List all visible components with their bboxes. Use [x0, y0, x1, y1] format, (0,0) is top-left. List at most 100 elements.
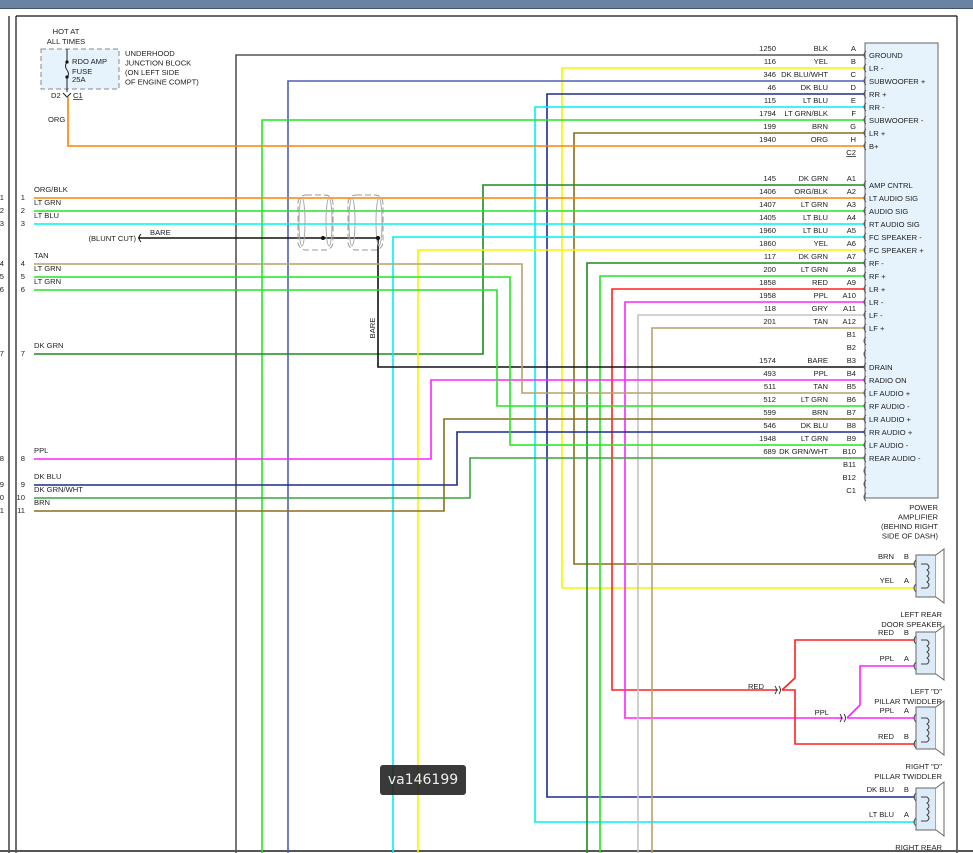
pin-circuit-number: 599: [763, 408, 776, 417]
speaker-pin-socket-icon: [913, 739, 917, 749]
pin-circuit-number: 1406: [759, 187, 776, 196]
wire-ltblu: [392, 236, 865, 853]
pin-function-label: LR -: [869, 64, 884, 73]
pin-wire-color: LT GRN: [801, 265, 828, 274]
pin-circuit-number: 1574: [759, 356, 776, 365]
pin-function-label: GROUND: [869, 51, 903, 60]
pin-circuit-number: 200: [763, 265, 776, 274]
pin-function-label: AMP CNTRL: [869, 181, 913, 190]
wire-yel: [417, 249, 865, 853]
left-wire-color-label: LT BLU: [34, 211, 59, 220]
pin-circuit-number: 1958: [759, 291, 776, 300]
pin-id: C: [851, 70, 857, 79]
splice-ppl-label: PPL: [815, 708, 829, 717]
pin-socket-icon: [863, 271, 867, 281]
pin-wire-color: TAN: [813, 382, 828, 391]
pin-socket-icon: [863, 232, 867, 242]
shield-ellipse: [348, 197, 356, 247]
wire-red: [781, 639, 915, 691]
pin-id: B7: [847, 408, 856, 417]
fuse-rating: 25A: [72, 75, 86, 84]
pin-socket-icon: [863, 193, 867, 203]
pin-circuit-number: 1407: [759, 200, 776, 209]
pin-socket-icon: [863, 102, 867, 112]
pin-id: A8: [847, 265, 856, 274]
pin-id: B10: [842, 447, 856, 456]
left-pin-number: 9: [21, 480, 25, 489]
speaker-pin-id: A: [904, 654, 910, 663]
fuse-name: RDO AMP: [72, 57, 107, 66]
pin-id: B12: [842, 473, 856, 482]
wire-ltgrn: [34, 276, 865, 446]
drain-junction-dot: [376, 236, 380, 240]
pin-id: A3: [847, 200, 856, 209]
pin-circuit-number: 199: [763, 122, 776, 131]
wire-brn: [573, 132, 915, 565]
pin-wire-color: LT BLU: [803, 96, 828, 105]
pin-socket-icon: [863, 492, 867, 502]
left-pin-number: 7: [21, 349, 25, 358]
pin-id: A10: [842, 291, 856, 300]
pin-socket-icon: [863, 388, 867, 398]
left-pin-number-adjacent: 9: [0, 480, 4, 489]
speaker-pin-socket-icon: [913, 635, 917, 645]
shield-ellipse: [375, 197, 383, 247]
pin-socket-icon: [863, 180, 867, 190]
pin-wire-color: DK GRN: [798, 174, 828, 183]
speaker-pin-socket-icon: [913, 713, 917, 723]
left-pin-number-adjacent: 10: [0, 493, 4, 502]
speaker-name: PILLAR TWIDDLER: [874, 697, 942, 706]
pin-socket-icon: [863, 76, 867, 86]
pin-id: E: [851, 96, 856, 105]
pin-id: A9: [847, 278, 856, 287]
speaker-magnet: [915, 631, 937, 675]
pin-id: D: [851, 83, 857, 92]
wire-dkgrnwht: [34, 457, 865, 499]
left-pin-number: 4: [21, 259, 25, 268]
pin-function-label: LT AUDIO SIG: [869, 194, 918, 203]
pin-id: C1: [846, 486, 856, 495]
pin-function-label: RF +: [869, 272, 886, 281]
pin-function-label: FC SPEAKER +: [869, 246, 924, 255]
left-pin-number-adjacent: 1: [0, 193, 4, 202]
blunt-cut-icon: [138, 233, 142, 243]
speaker-pin-id: B: [904, 785, 909, 794]
speaker-wire-color: RED: [878, 732, 895, 741]
fuse-location-label: (ON LEFT SIDE: [125, 68, 179, 77]
left-pin-number-adjacent: 8: [0, 454, 4, 463]
speaker-cone-icon: [935, 548, 945, 604]
pin-id: B5: [847, 382, 856, 391]
pin-socket-icon: [863, 479, 867, 489]
pin-wire-color: GRY: [812, 304, 828, 313]
pin-id: A4: [847, 213, 856, 222]
fuse-icon: [65, 61, 69, 79]
pin-circuit-number: 116: [764, 57, 776, 66]
shield-outline: [347, 194, 384, 251]
pin-wire-color: DK BLU/WHT: [781, 70, 828, 79]
left-wire-color-label: BRN: [34, 498, 50, 507]
wire-ltblu: [534, 106, 915, 823]
pin-wire-color: PPL: [814, 291, 828, 300]
speaker-wire-color: DK BLU: [867, 785, 894, 794]
pin-socket-icon: [863, 427, 867, 437]
speaker-pin-id: B: [904, 628, 909, 637]
pin-wire-color: ORG/BLK: [794, 187, 828, 196]
pin-socket-icon: [863, 440, 867, 450]
wire-ltgrn: [261, 119, 865, 853]
pin-id: A1: [847, 174, 856, 183]
pin-wire-color: ORG: [811, 135, 828, 144]
pin-id: A: [851, 44, 857, 53]
pin-circuit-number: 1940: [759, 135, 776, 144]
speaker-pin-id: A: [904, 576, 910, 585]
speaker-pin-socket-icon: [913, 792, 917, 802]
wire-org: [67, 97, 865, 147]
left-wire-color-label: TAN: [34, 251, 49, 260]
shield-ellipse: [298, 197, 306, 247]
speaker-wire-color: RED: [878, 628, 895, 637]
pin-function-label: DRAIN: [869, 363, 893, 372]
pin-circuit-number: 546: [763, 421, 776, 430]
speaker-wire-color: YEL: [880, 576, 894, 585]
pin-id: B3: [847, 356, 856, 365]
left-wire-color-label: LT GRN: [34, 264, 61, 273]
